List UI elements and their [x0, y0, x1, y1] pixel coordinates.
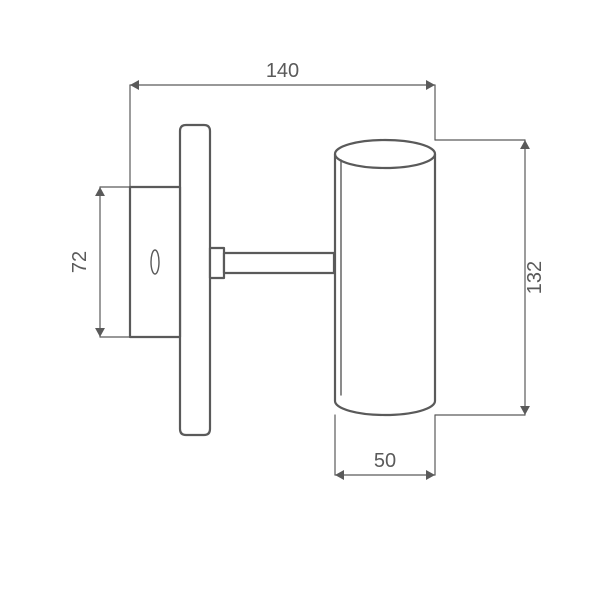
dimension-drawing: 140 72 132 50	[0, 0, 600, 600]
svg-text:72: 72	[69, 251, 91, 273]
svg-text:132: 132	[524, 261, 546, 294]
svg-text:50: 50	[374, 450, 396, 472]
svg-text:140: 140	[266, 60, 299, 82]
